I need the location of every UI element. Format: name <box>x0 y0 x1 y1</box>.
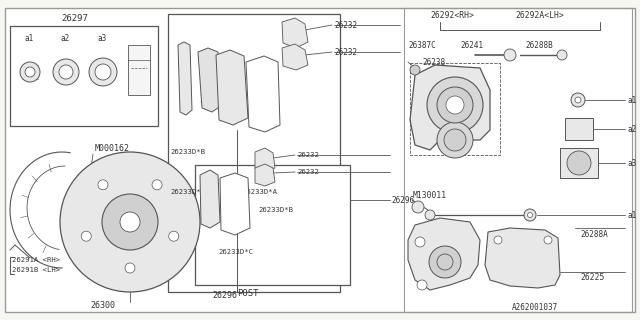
Polygon shape <box>178 42 192 115</box>
Polygon shape <box>200 170 220 228</box>
Text: M000162: M000162 <box>95 143 130 153</box>
Text: 26292A<LH>: 26292A<LH> <box>515 11 564 20</box>
Circle shape <box>415 237 425 247</box>
Circle shape <box>427 77 483 133</box>
Text: 26291A <RH>: 26291A <RH> <box>12 257 60 263</box>
Text: 26292<RH>: 26292<RH> <box>430 11 474 20</box>
Polygon shape <box>220 173 250 235</box>
Polygon shape <box>255 148 275 173</box>
Circle shape <box>60 152 200 292</box>
Circle shape <box>571 93 585 107</box>
Bar <box>565 118 593 140</box>
Polygon shape <box>216 50 248 125</box>
Text: a1: a1 <box>627 211 636 220</box>
Circle shape <box>557 50 567 60</box>
Text: 26297: 26297 <box>61 13 88 22</box>
Bar <box>560 148 598 178</box>
Text: 26232: 26232 <box>297 169 319 175</box>
Circle shape <box>95 64 111 80</box>
Text: 26232: 26232 <box>334 47 357 57</box>
Polygon shape <box>198 48 222 112</box>
Text: 26232: 26232 <box>297 152 319 158</box>
Polygon shape <box>255 164 275 186</box>
Circle shape <box>575 97 581 103</box>
Circle shape <box>98 180 108 190</box>
Circle shape <box>494 236 502 244</box>
Text: 26238: 26238 <box>422 58 445 67</box>
Text: a1: a1 <box>627 95 636 105</box>
Text: a2: a2 <box>60 34 69 43</box>
Text: 26300: 26300 <box>90 300 115 309</box>
Circle shape <box>527 212 532 218</box>
Circle shape <box>412 201 424 213</box>
Polygon shape <box>282 18 308 48</box>
Circle shape <box>417 280 427 290</box>
Circle shape <box>544 236 552 244</box>
Circle shape <box>53 59 79 85</box>
Polygon shape <box>408 218 480 290</box>
Circle shape <box>567 151 591 175</box>
Circle shape <box>169 231 179 241</box>
Circle shape <box>444 129 466 151</box>
Circle shape <box>120 212 140 232</box>
Bar <box>195 165 350 285</box>
Bar <box>168 14 340 292</box>
Bar <box>404 8 632 312</box>
Polygon shape <box>282 44 308 70</box>
Circle shape <box>437 122 473 158</box>
Bar <box>128 45 150 95</box>
Text: 26296: 26296 <box>391 196 414 204</box>
Polygon shape <box>410 65 490 150</box>
Circle shape <box>504 49 516 61</box>
Text: 26288B: 26288B <box>525 41 553 50</box>
Bar <box>10 26 158 126</box>
Text: 26241: 26241 <box>460 41 483 50</box>
Text: 26233D*A: 26233D*A <box>170 189 205 195</box>
Text: 26296: 26296 <box>212 292 237 300</box>
Text: a3: a3 <box>97 34 106 43</box>
Text: A262001037: A262001037 <box>512 303 558 313</box>
Text: M130011: M130011 <box>413 190 447 199</box>
Circle shape <box>152 180 162 190</box>
Circle shape <box>446 96 464 114</box>
Circle shape <box>410 65 420 75</box>
Polygon shape <box>485 228 560 288</box>
Circle shape <box>429 246 461 278</box>
Text: 26225: 26225 <box>580 274 604 283</box>
Text: 26387C: 26387C <box>408 41 436 50</box>
Text: 26233D*B: 26233D*B <box>170 149 205 155</box>
Polygon shape <box>246 56 280 132</box>
Text: a3: a3 <box>627 158 636 167</box>
Circle shape <box>437 254 453 270</box>
Circle shape <box>59 65 73 79</box>
Text: 26233D*A: 26233D*A <box>242 189 277 195</box>
Text: 26288A: 26288A <box>580 229 608 238</box>
Text: 26233D*B: 26233D*B <box>258 207 293 213</box>
Text: a2: a2 <box>627 124 636 133</box>
Circle shape <box>524 209 536 221</box>
Circle shape <box>125 263 135 273</box>
Circle shape <box>25 67 35 77</box>
Circle shape <box>102 194 158 250</box>
Text: 26232: 26232 <box>334 20 357 29</box>
Circle shape <box>20 62 40 82</box>
Circle shape <box>437 87 473 123</box>
Text: POST: POST <box>237 289 259 298</box>
Circle shape <box>81 231 92 241</box>
Circle shape <box>425 210 435 220</box>
Text: 26291B <LH>: 26291B <LH> <box>12 267 60 273</box>
Text: a1: a1 <box>24 34 33 43</box>
Circle shape <box>89 58 117 86</box>
Text: 26233D*C: 26233D*C <box>218 249 253 255</box>
